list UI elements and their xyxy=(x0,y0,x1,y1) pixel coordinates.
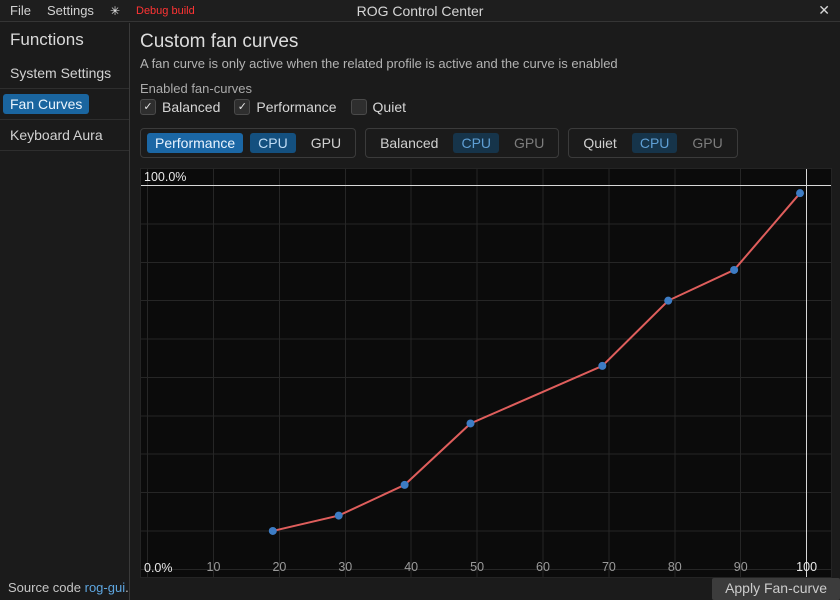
checkbox-label: Quiet xyxy=(372,99,407,115)
menu-file[interactable]: File xyxy=(10,3,31,18)
x-tick-label: 10 xyxy=(207,560,221,574)
checkbox-balanced[interactable]: ✓ Balanced xyxy=(140,99,220,115)
profile-button-balanced[interactable]: Balanced xyxy=(380,135,439,151)
x-tick-label: 20 xyxy=(272,560,286,574)
x-tick-label: 30 xyxy=(338,560,352,574)
checkbox-box-checked: ✓ xyxy=(234,99,251,115)
close-icon[interactable]: ✕ xyxy=(818,2,830,18)
sidebar: Functions System Settings Fan Curves Key… xyxy=(0,23,130,600)
fan-curve-chart[interactable]: 10 20 30 40 50 60 70 80 90 100 100.0% 0.0% xyxy=(140,168,832,578)
gpu-tab-quiet[interactable]: GPU xyxy=(692,135,723,151)
x-tick-label: 80 xyxy=(668,560,682,574)
x-tick-label: 100 xyxy=(796,560,817,574)
curve-point[interactable] xyxy=(796,189,805,198)
theme-toggle-icon[interactable]: ✳ xyxy=(109,3,120,18)
curve-point[interactable] xyxy=(334,511,343,520)
checkbox-box-unchecked xyxy=(350,99,367,115)
gpu-tab-balanced[interactable]: GPU xyxy=(514,135,545,151)
gpu-tab-performance[interactable]: GPU xyxy=(310,135,342,151)
x-tick-label: 40 xyxy=(404,560,418,574)
checkbox-performance[interactable]: ✓ Performance xyxy=(234,99,337,115)
cpu-tab-quiet[interactable]: CPU xyxy=(631,133,678,153)
apply-fan-curve-button[interactable]: Apply Fan-curve xyxy=(712,578,840,600)
debug-build-label: Debug build xyxy=(136,4,195,17)
x-tick-label: 50 xyxy=(470,560,484,574)
sidebar-heading: Functions xyxy=(10,30,84,49)
page-title: Custom fan curves xyxy=(140,31,299,52)
sidebar-item-keyboard-aura[interactable]: Keyboard Aura xyxy=(0,120,129,151)
curve-point[interactable] xyxy=(268,526,277,535)
menu-settings[interactable]: Settings xyxy=(46,3,94,18)
profile-button-performance[interactable]: Performance xyxy=(147,133,244,153)
fan-curve-plot[interactable]: 10 20 30 40 50 60 70 80 90 100 xyxy=(141,169,831,577)
profile-button-quiet[interactable]: Quiet xyxy=(583,135,617,151)
fan-group-quiet: Quiet CPU GPU xyxy=(568,128,738,158)
curve-point[interactable] xyxy=(400,480,409,489)
curve-point[interactable] xyxy=(598,361,607,370)
fan-group-performance: Performance CPU GPU xyxy=(140,128,357,158)
source-code-note: Source code rog-gui. xyxy=(8,580,129,595)
sidebar-item-label: System Settings xyxy=(10,65,112,81)
x-tick-label: 60 xyxy=(536,560,550,574)
checkbox-label: Performance xyxy=(256,99,337,115)
curve-point[interactable] xyxy=(730,265,739,274)
cpu-tab-balanced[interactable]: CPU xyxy=(453,133,500,153)
x-tick-label: 70 xyxy=(602,560,616,574)
sidebar-item-label: Fan Curves xyxy=(3,94,90,114)
x-tick-label: 90 xyxy=(734,560,748,574)
cpu-tab-performance[interactable]: CPU xyxy=(250,133,296,153)
curve-point[interactable] xyxy=(664,296,673,305)
enabled-fan-curves-label: Enabled fan-curves xyxy=(140,81,253,96)
rog-gui-link[interactable]: rog-gui xyxy=(84,580,126,595)
page-subtitle: A fan curve is only active when the rela… xyxy=(140,56,618,71)
source-code-prefix: Source code xyxy=(8,580,85,595)
fan-group-balanced: Balanced CPU GPU xyxy=(365,128,560,158)
enabled-checkbox-row: ✓ Balanced ✓ Performance Quiet xyxy=(140,98,406,116)
y-max-label: 100.0% xyxy=(144,170,187,184)
y-min-label: 0.0% xyxy=(144,561,173,575)
checkbox-box-checked: ✓ xyxy=(140,99,156,115)
profile-groups-row: Performance CPU GPU Balanced CPU GPU Qui… xyxy=(140,128,738,158)
window-title: ROG Control Center xyxy=(356,2,484,19)
sidebar-item-system-settings[interactable]: System Settings xyxy=(0,58,129,89)
checkbox-label: Balanced xyxy=(162,99,221,115)
source-code-suffix: . xyxy=(125,580,129,595)
checkbox-quiet[interactable]: Quiet xyxy=(350,99,407,115)
sidebar-item-fan-curves[interactable]: Fan Curves xyxy=(0,89,129,120)
titlebar: File Settings ✳ Debug build ROG Control … xyxy=(0,0,840,22)
sidebar-item-label: Keyboard Aura xyxy=(10,127,103,143)
curve-point[interactable] xyxy=(466,419,475,428)
